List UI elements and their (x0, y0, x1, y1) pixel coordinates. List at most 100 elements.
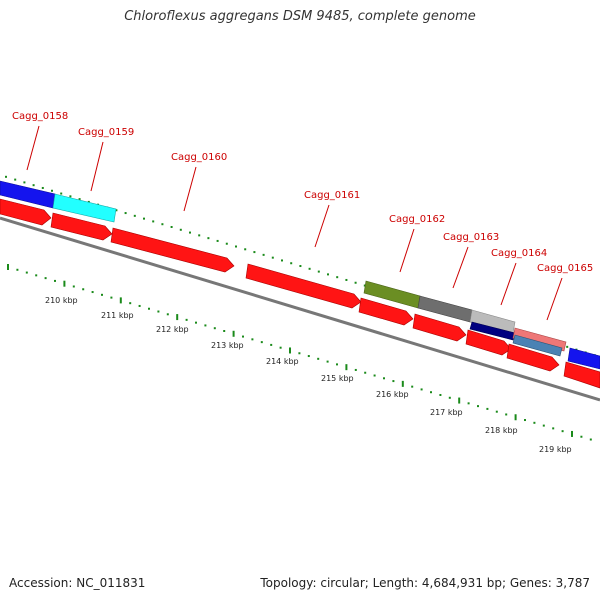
track-dot (225, 242, 228, 245)
red-gene-7[interactable] (465, 329, 512, 356)
track-dot (133, 214, 136, 217)
track-dot (253, 251, 256, 254)
scale-dot (467, 402, 470, 405)
scale-dot (477, 405, 479, 408)
track-dot (179, 228, 182, 231)
track-dot (60, 192, 63, 195)
scale-dot (54, 279, 56, 282)
scale-dot (533, 421, 536, 424)
scale-dot (439, 393, 442, 396)
scale-dot (580, 435, 583, 438)
scale-tick-mark (401, 380, 404, 387)
track-dot (363, 284, 366, 287)
scale-tick-mark (345, 364, 348, 371)
track-dot (336, 276, 339, 279)
scale-dot (524, 419, 526, 422)
track-dot (354, 281, 357, 284)
track-dot (23, 181, 26, 184)
scale-dot (44, 277, 47, 280)
scale-dot (213, 327, 216, 330)
track-dot (271, 256, 274, 259)
scale-dot (138, 304, 141, 307)
scale-dot (91, 291, 94, 294)
track-dot (14, 178, 17, 181)
feature-navy-block[interactable] (469, 321, 516, 341)
scale-tick-mark (571, 430, 573, 437)
track-dot (566, 345, 569, 348)
scale-dot (542, 424, 545, 427)
track-dot (143, 217, 145, 220)
scale-dot (561, 430, 564, 433)
red-gene-1[interactable] (0, 198, 52, 226)
callout-line (546, 277, 563, 321)
scale-dot (307, 355, 310, 358)
gene-label[interactable]: Cagg_0165 (537, 263, 593, 274)
red-gene-2[interactable] (50, 212, 113, 241)
scale-dot (185, 318, 188, 321)
scale-dot (82, 288, 85, 291)
red-gene-3[interactable] (110, 227, 235, 273)
gene-label[interactable]: Cagg_0164 (491, 248, 547, 259)
scale-dot (354, 368, 357, 371)
scale-dot (25, 271, 28, 274)
feature-cagg-0159[interactable] (52, 193, 117, 223)
red-gene-5[interactable] (358, 297, 414, 326)
scale-dot (260, 341, 263, 344)
track-dot (69, 195, 72, 198)
gene-label[interactable]: Cagg_0161 (304, 190, 360, 201)
scale-tick-mark (63, 280, 66, 287)
tick-labels: 210 kbp 211 kbp 212 kbp 213 kbp 214 kbp 215 k… (45, 296, 572, 454)
genome-stats-text: Topology: circular; Length: 4,684,931 bp… (260, 576, 590, 590)
track-dot (189, 231, 191, 234)
scale-dot (495, 410, 498, 413)
tick-label: 216 kbp (376, 390, 409, 399)
reverse-strand-features (0, 198, 600, 389)
feature-steel-block[interactable] (512, 334, 563, 357)
gene-label[interactable]: Cagg_0159 (78, 127, 134, 138)
scale-dot (326, 360, 329, 363)
tick-label: 218 kbp (485, 426, 518, 435)
tick-label: 212 kbp (156, 325, 189, 334)
track-dot (216, 239, 219, 242)
scale-dot (298, 352, 301, 355)
scale-dot (101, 293, 103, 296)
scale-dot (16, 268, 19, 271)
scale-tick-mark (176, 314, 179, 321)
scale-tick-mark (232, 330, 235, 337)
tick-label: 215 kbp (321, 374, 354, 383)
accession-text: Accession: NC_011831 (9, 576, 146, 590)
track-dot (78, 198, 81, 201)
gene-label[interactable]: Cagg_0162 (389, 214, 445, 225)
track-dot (5, 175, 7, 178)
callout-line (452, 246, 469, 289)
red-gene-4[interactable] (245, 263, 362, 309)
red-gene-6[interactable] (412, 313, 467, 342)
scale-tick-mark (289, 347, 291, 354)
track-dot (281, 259, 283, 262)
callout-line (90, 141, 104, 192)
red-gene-9[interactable] (563, 361, 600, 389)
scale-dot (373, 374, 376, 377)
track-dot (244, 248, 247, 251)
scale-dot (392, 380, 395, 383)
scale-dot (430, 391, 432, 394)
scale-tick-mark (458, 397, 461, 404)
tick-label: 210 kbp (45, 296, 78, 305)
scale-dot (148, 307, 150, 310)
inner-dotted-track (7, 264, 592, 441)
scale-dot (411, 385, 414, 388)
track-dot (87, 200, 90, 203)
track-dot (32, 184, 35, 187)
gene-label[interactable]: Cagg_0158 (12, 111, 68, 122)
red-gene-8[interactable] (506, 343, 560, 372)
scale-dot (195, 321, 197, 324)
track-dot (317, 270, 320, 273)
scale-dot (589, 438, 592, 441)
scale-dot (35, 274, 38, 277)
track-dot (235, 245, 237, 248)
gene-label[interactable]: Cagg_0163 (443, 232, 499, 243)
feature-cagg-0165[interactable] (567, 347, 600, 370)
gene-label[interactable]: Cagg_0160 (171, 152, 227, 163)
scale-dot (223, 329, 226, 332)
